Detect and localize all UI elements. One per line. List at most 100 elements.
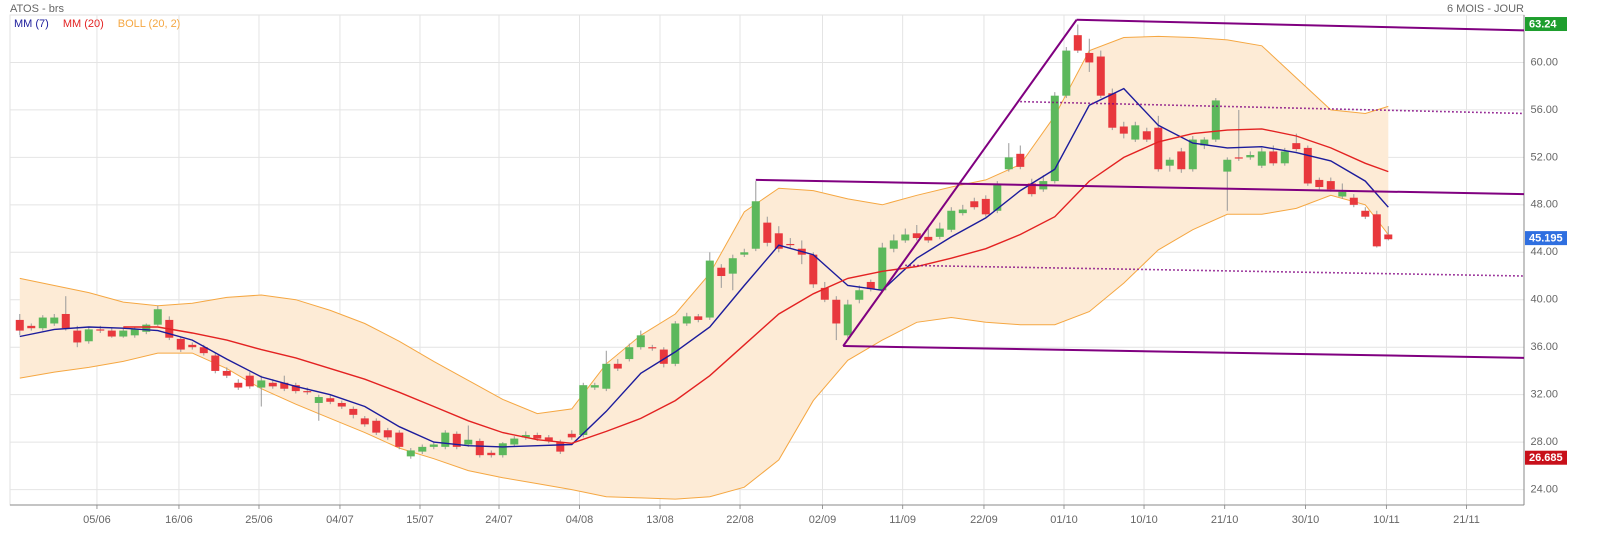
candle-body	[498, 443, 507, 456]
candle-body	[383, 430, 392, 438]
y-tick-label: 24.00	[1530, 483, 1558, 495]
candle-body	[947, 210, 956, 230]
candle-body	[1349, 197, 1358, 205]
candle-body	[1223, 159, 1232, 172]
candle-body	[682, 316, 691, 324]
y-tick-label: 44.00	[1530, 246, 1558, 258]
chart-title: ATOS - brs	[10, 3, 64, 15]
candle-body	[38, 317, 47, 329]
candle-body	[1016, 153, 1025, 167]
candle-body	[303, 391, 312, 393]
candle-body	[15, 319, 24, 331]
candle-body	[1050, 95, 1059, 182]
y-tick-label: 48.00	[1530, 199, 1558, 211]
candle-body	[671, 323, 680, 364]
candle-body	[1085, 52, 1094, 63]
candle-body	[176, 338, 185, 350]
candle-body	[901, 234, 910, 241]
candle-body	[924, 236, 933, 241]
y-tick-label: 60.00	[1530, 56, 1558, 68]
candle-body	[61, 313, 70, 329]
candle-body	[406, 450, 415, 457]
candle-body	[1234, 157, 1243, 159]
candle-body	[1165, 159, 1174, 166]
candle-body	[234, 382, 243, 388]
candle-body	[935, 228, 944, 237]
candle-body	[1119, 126, 1128, 134]
candle-body	[130, 329, 139, 336]
y-tick-label: 40.00	[1530, 294, 1558, 306]
candle-body	[280, 382, 289, 389]
candle-body	[337, 402, 346, 407]
trend-line	[905, 264, 1525, 277]
candle-body	[452, 433, 461, 447]
x-tick-label: 02/09	[809, 514, 837, 526]
candle-body	[1326, 181, 1335, 190]
bollinger-fill	[19, 36, 1389, 500]
candle-body	[245, 375, 254, 387]
candle-body	[199, 347, 208, 354]
candle-body	[96, 329, 105, 331]
candle-body	[1211, 100, 1220, 140]
candle-body	[50, 317, 59, 324]
candle-body	[889, 240, 898, 249]
x-tick-label: 25/06	[245, 514, 273, 526]
y-tick-label: 28.00	[1530, 436, 1558, 448]
candle-body	[418, 446, 427, 452]
candle-body	[441, 432, 450, 447]
candle-body	[728, 258, 737, 274]
candle-body	[1004, 157, 1013, 170]
candle-body	[1315, 179, 1324, 188]
candle-body	[429, 444, 438, 447]
candle-body	[1361, 210, 1370, 217]
x-tick-label: 05/06	[83, 514, 111, 526]
candle-body	[1372, 214, 1381, 247]
candle-body	[510, 438, 519, 445]
candle-body	[981, 198, 990, 215]
price-label: 26.685	[1529, 452, 1563, 464]
candle-body	[1131, 125, 1140, 140]
period-label: 6 MOIS - JOUR	[1447, 3, 1524, 15]
candle-body	[878, 247, 887, 291]
candle-body	[786, 243, 795, 246]
candle-body	[958, 209, 967, 214]
x-tick-label: 30/10	[1292, 514, 1320, 526]
candle-body	[1027, 183, 1036, 195]
candle-body	[1096, 56, 1105, 96]
x-tick-label: 22/08	[726, 514, 754, 526]
price-label: 45.195	[1529, 233, 1563, 245]
candle-body	[475, 440, 484, 456]
x-tick-label: 16/06	[165, 514, 193, 526]
moving-average	[123, 128, 1389, 445]
candle-body	[1188, 139, 1197, 170]
candle-body	[717, 267, 726, 277]
candle-body	[1200, 139, 1209, 146]
candle-body	[533, 435, 542, 439]
candle-body	[360, 418, 369, 425]
candle-body	[613, 363, 622, 369]
candle-body	[153, 309, 162, 325]
candle-body	[832, 299, 841, 324]
candle-body	[556, 442, 565, 452]
legend-entry: MM (7)	[14, 18, 49, 30]
x-tick-label: 01/10	[1050, 514, 1078, 526]
candle-body	[809, 254, 818, 285]
x-tick-label: 24/07	[485, 514, 513, 526]
candle-body	[1384, 234, 1393, 240]
x-tick-label: 21/11	[1453, 514, 1480, 526]
candle-body	[843, 304, 852, 336]
y-tick-label: 52.00	[1530, 151, 1558, 163]
candle-body	[1108, 93, 1117, 128]
candle-body	[73, 330, 82, 343]
candle-body	[636, 335, 645, 348]
candle-body	[590, 385, 599, 388]
candle-body	[1269, 151, 1278, 164]
x-tick-label: 15/07	[406, 514, 434, 526]
candle-body	[349, 408, 358, 415]
candle-body	[567, 433, 576, 438]
candle-body	[1338, 191, 1347, 197]
candle-body	[1246, 155, 1255, 158]
y-tick-label: 32.00	[1530, 389, 1558, 401]
candle-body	[763, 222, 772, 243]
y-tick-label: 36.00	[1530, 341, 1558, 353]
